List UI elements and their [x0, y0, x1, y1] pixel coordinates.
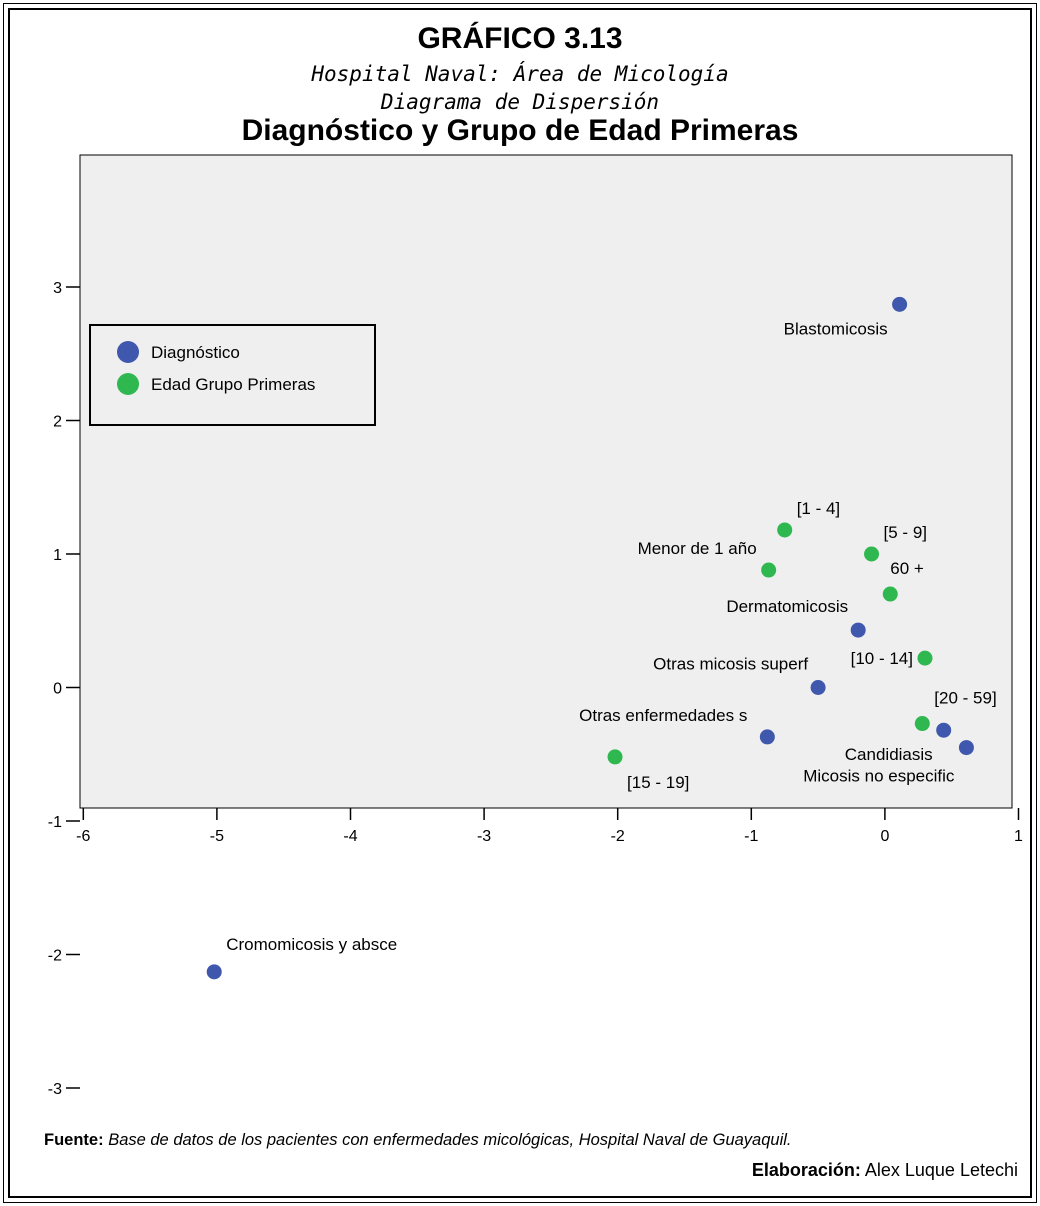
scatter-point — [958, 740, 974, 756]
y-tick-label: -3 — [48, 1081, 62, 1098]
credit-label: Elaboración: — [751, 1160, 861, 1180]
scatter-point — [917, 650, 933, 666]
point-label: Dermatomicosis — [726, 597, 848, 616]
point-label: [1 - 4] — [797, 499, 840, 518]
y-tick-label: 3 — [53, 280, 62, 297]
x-tick-label: 0 — [880, 828, 889, 845]
x-tick-label: -6 — [76, 828, 90, 845]
point-label: Micosis no especific — [803, 767, 955, 786]
scatter-point — [810, 680, 826, 695]
scatter-point — [761, 562, 777, 578]
point-label: [20 - 59] — [934, 689, 996, 708]
legend-marker — [117, 373, 139, 395]
x-tick-label: 1 — [1014, 828, 1023, 845]
legend-marker — [117, 341, 139, 363]
scatter-point — [892, 296, 908, 312]
x-tick-label: -2 — [611, 828, 625, 845]
legend-label: Diagnóstico — [151, 343, 240, 362]
point-label: Cromomicosis y absce — [226, 935, 397, 954]
scatter-point — [914, 716, 930, 732]
point-label: [15 - 19] — [627, 773, 689, 792]
scatter-point — [850, 622, 866, 638]
scatter-point — [206, 964, 222, 980]
point-label: Otras enfermedades s — [579, 706, 747, 725]
legend-label: Edad Grupo Primeras — [151, 375, 315, 394]
y-tick-label: 0 — [53, 681, 62, 698]
figure-number: GRÁFICO 3.13 — [417, 22, 623, 55]
point-label: Blastomicosis — [784, 319, 888, 338]
point-label: Menor de 1 año — [638, 539, 757, 558]
legend-box — [89, 324, 376, 426]
plot-area — [79, 154, 1013, 809]
source-note: Fuente: Base de datos de los pacientes c… — [44, 1131, 792, 1150]
diagram-type-subtitle: Diagrama de Dispersión — [380, 90, 660, 114]
scatter-point — [864, 546, 880, 562]
point-label: Candidiasis — [845, 745, 933, 764]
scatter-point — [936, 722, 952, 738]
point-label: [5 - 9] — [884, 523, 927, 542]
inner-frame — [8, 8, 1032, 1198]
source-text: Base de datos de los pacientes con enfer… — [108, 1131, 792, 1149]
x-tick-label: -4 — [343, 828, 357, 845]
x-tick-label: -1 — [744, 828, 758, 845]
scatter-point — [759, 729, 775, 745]
point-label: [10 - 14] — [851, 649, 913, 668]
scatter-point — [607, 749, 623, 765]
hospital-subtitle: Hospital Naval: Área de Micología — [311, 62, 729, 86]
outer-frame — [3, 3, 1037, 1203]
scatter-point — [882, 586, 898, 602]
credit-note: Elaboración: Alex Luque Letechi — [752, 1160, 1018, 1181]
scatter-point — [777, 522, 793, 538]
point-label: Otras micosis superf — [653, 655, 808, 674]
x-tick-label: -5 — [210, 828, 224, 845]
y-tick-label: 1 — [53, 547, 62, 564]
point-label: 60 + — [890, 559, 924, 578]
x-tick-label: -3 — [477, 828, 491, 845]
y-tick-label: 2 — [53, 414, 62, 431]
chart-title: Diagnóstico y Grupo de Edad Primeras — [241, 114, 799, 147]
source-label: Fuente: — [44, 1131, 104, 1149]
credit-text: Alex Luque Letechi — [864, 1160, 1018, 1180]
y-tick-label: -1 — [48, 814, 62, 831]
y-tick-label: -2 — [48, 948, 62, 965]
